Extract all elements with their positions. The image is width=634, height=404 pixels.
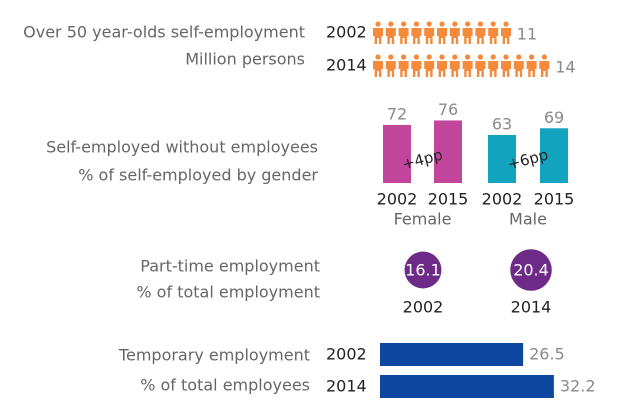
bar xyxy=(434,120,462,183)
group-label: Female xyxy=(394,210,452,229)
bar xyxy=(383,124,411,183)
person-body xyxy=(501,61,511,77)
person-body xyxy=(385,28,396,44)
bar xyxy=(540,128,568,183)
person-head xyxy=(401,21,407,27)
person-head xyxy=(465,21,471,27)
person-body xyxy=(462,28,473,44)
value-label: 14 xyxy=(555,58,575,77)
person-body xyxy=(488,28,499,44)
person-head xyxy=(388,54,394,60)
value-label: 32.2 xyxy=(560,377,596,396)
person-body xyxy=(373,61,383,77)
person-head xyxy=(413,21,419,27)
person-body xyxy=(526,61,537,77)
bubble xyxy=(404,251,442,289)
value-label: 69 xyxy=(544,108,564,127)
person-body xyxy=(373,28,383,44)
person-body xyxy=(488,61,499,77)
person-body xyxy=(475,28,486,44)
person-body xyxy=(501,28,511,44)
person-body xyxy=(398,61,409,77)
chart-title: Temporary employment xyxy=(118,346,310,365)
person-body xyxy=(398,28,409,44)
person-head xyxy=(477,21,483,27)
group-label: Male xyxy=(509,210,547,229)
person-head xyxy=(490,54,496,60)
value-label: 11 xyxy=(517,25,537,44)
person-head xyxy=(401,54,407,60)
year-label: 2014 xyxy=(326,377,367,396)
person-body xyxy=(437,28,447,44)
bar xyxy=(380,343,524,366)
person-head xyxy=(375,21,381,27)
person-head xyxy=(413,54,419,60)
person-head xyxy=(503,21,509,27)
person-head xyxy=(529,54,535,60)
year-label: 2014 xyxy=(326,56,367,75)
chart-subtitle: % of total employees xyxy=(140,376,310,395)
year-label: 2002 xyxy=(326,23,367,42)
person-head xyxy=(477,54,483,60)
person-head xyxy=(439,54,445,60)
bubble xyxy=(510,249,552,291)
person-head xyxy=(490,21,496,27)
person-body xyxy=(513,61,524,77)
person-body xyxy=(437,61,447,77)
x-tick-label: 2002 xyxy=(377,190,418,209)
person-body xyxy=(449,61,460,77)
icon-row xyxy=(373,21,511,44)
person-body xyxy=(411,28,422,44)
chart-subtitle: % of self-employed by gender xyxy=(78,166,318,185)
person-body xyxy=(424,61,435,77)
chart-subtitle: % of total employment xyxy=(136,283,320,302)
person-body xyxy=(539,61,550,77)
person-head xyxy=(439,21,445,27)
chart-title: Self-employed without employees xyxy=(46,138,318,157)
person-head xyxy=(388,21,394,27)
person-head xyxy=(516,54,522,60)
chart-title: Part-time employment xyxy=(140,257,320,276)
x-tick-label: 2015 xyxy=(428,190,469,209)
person-head xyxy=(541,54,548,60)
person-head xyxy=(452,54,458,60)
x-tick-label: 2014 xyxy=(511,298,552,317)
person-head xyxy=(426,54,432,60)
value-label: 63 xyxy=(492,114,512,133)
icon-row xyxy=(373,54,550,77)
person-head xyxy=(452,21,458,27)
value-label: 20.4 xyxy=(513,261,549,280)
person-head xyxy=(426,21,432,27)
year-label: 2002 xyxy=(326,345,367,364)
chart-title: Over 50 year-olds self-employment xyxy=(23,23,305,42)
person-body xyxy=(424,28,435,44)
value-label: 72 xyxy=(387,104,407,123)
person-body xyxy=(475,61,486,77)
person-head xyxy=(465,54,471,60)
person-head xyxy=(503,54,509,60)
person-body xyxy=(411,61,422,77)
value-label: 26.5 xyxy=(529,345,565,364)
bar xyxy=(380,375,554,398)
bar xyxy=(488,134,516,183)
x-tick-label: 2002 xyxy=(482,190,523,209)
value-label: 76 xyxy=(438,100,458,119)
value-label: 16.1 xyxy=(405,261,441,280)
chart-subtitle: Million persons xyxy=(185,50,305,69)
person-head xyxy=(375,54,381,60)
person-body xyxy=(449,28,460,44)
x-tick-label: 2002 xyxy=(403,298,444,317)
person-body xyxy=(385,61,396,77)
person-body xyxy=(462,61,473,77)
x-tick-label: 2015 xyxy=(534,190,575,209)
